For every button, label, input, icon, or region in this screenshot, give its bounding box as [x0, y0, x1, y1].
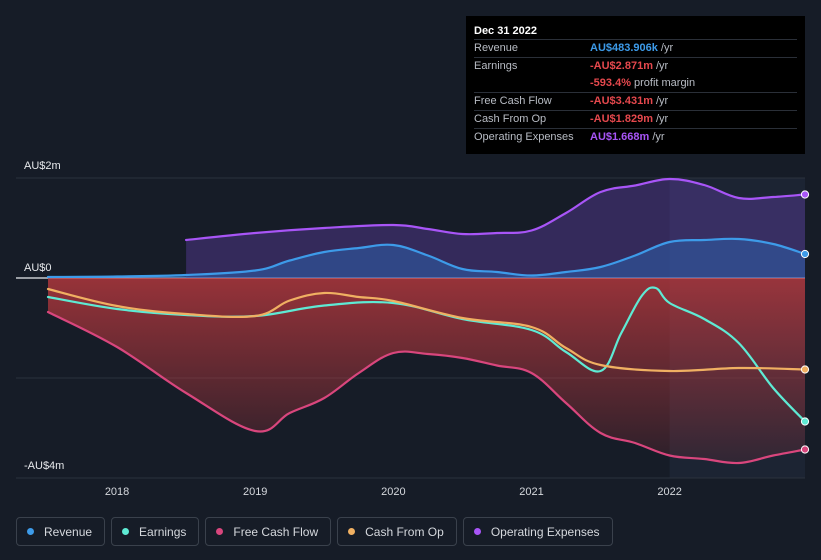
- revenue-end-marker: [800, 249, 810, 259]
- x-tick-label: 2018: [105, 486, 129, 498]
- legend-item-cash-from-op[interactable]: Cash From Op: [337, 517, 457, 546]
- negative-area: [48, 278, 805, 464]
- legend-label: Operating Expenses: [490, 524, 600, 539]
- free-cash-flow-line: [46, 310, 807, 465]
- y-tick-label: -AU$4m: [24, 460, 64, 472]
- tooltip-row-label: Free Cash Flow: [474, 95, 552, 107]
- operating-expenses-line: [185, 177, 807, 242]
- legend-label: Earnings: [139, 524, 187, 539]
- tooltip-row-unit: /yr: [652, 131, 665, 143]
- tooltip-row-label: Revenue: [474, 42, 519, 54]
- x-tick-label: 2022: [657, 486, 681, 498]
- tooltip-row: Earnings -AU$2.871m/yr: [474, 57, 797, 75]
- revenue-line: [46, 237, 807, 279]
- tooltip-row-unit: /yr: [655, 95, 669, 107]
- tooltip-date: Dec 31 2022: [474, 25, 537, 37]
- tooltip-row-label: Cash From Op: [474, 113, 547, 125]
- y-tick-label: AU$0: [24, 262, 52, 274]
- tooltip-row: -593.4% profit margin: [474, 75, 797, 92]
- legend-label: Free Cash Flow: [233, 524, 319, 539]
- tooltip-row-value: -AU$2.871m: [590, 60, 653, 72]
- legend-label: Cash From Op: [365, 524, 444, 539]
- tooltip-row-unit: /yr: [655, 60, 669, 72]
- y-tick-label: AU$2m: [24, 160, 61, 172]
- tooltip-row-value: AU$483.906k: [590, 42, 658, 54]
- tooltip-row-value: -AU$1.829m: [590, 113, 653, 125]
- tooltip-row-unit: /yr: [660, 42, 674, 54]
- tooltip-row-value: -AU$3.431m: [590, 95, 653, 107]
- legend-dot-icon: [473, 528, 481, 535]
- tooltip-row: Free Cash Flow -AU$3.431m/yr: [474, 92, 797, 110]
- x-tick-label: 2021: [519, 486, 543, 498]
- tooltip-row: Revenue AU$483.906k/yr: [474, 39, 797, 57]
- x-tick-label: 2020: [381, 486, 405, 498]
- tooltip-row-label: Operating Expenses: [474, 131, 574, 143]
- legend-item-free-cash-flow[interactable]: Free Cash Flow: [205, 517, 332, 546]
- earnings-end-marker: [800, 417, 810, 426]
- legend: Revenue Earnings Free Cash Flow Cash From O…: [16, 517, 619, 546]
- legend-label: Revenue: [44, 524, 93, 539]
- tooltip-row-label: [474, 75, 590, 92]
- tooltip-row-label: Earnings: [474, 60, 518, 72]
- revenue-area: [48, 238, 805, 278]
- legend-dot-icon: [27, 528, 34, 535]
- operating-expenses-end-marker: [800, 190, 810, 199]
- tooltip-row-value: -593.4%: [590, 77, 631, 89]
- legend-item-operating-expenses[interactable]: Operating Expenses: [462, 517, 613, 546]
- free-cash-flow-end-marker: [800, 445, 810, 454]
- tooltip-panel: Dec 31 2022 Revenue AU$483.906k/yr Earning…: [466, 16, 805, 154]
- tooltip-row-value: AU$1.668m: [590, 131, 650, 143]
- legend-dot-icon: [122, 528, 130, 535]
- cash-from-op-end-marker: [800, 365, 810, 374]
- legend-dot-icon: [216, 528, 224, 535]
- tooltip-row-unit: profit margin: [633, 77, 696, 89]
- legend-item-earnings[interactable]: Earnings: [111, 517, 200, 546]
- tooltip-row-unit: /yr: [655, 113, 669, 125]
- tooltip-row: Cash From Op -AU$1.829m/yr: [474, 110, 797, 128]
- tooltip-row: Operating Expenses AU$1.668m/yr: [474, 128, 797, 146]
- cash-from-op-line: [46, 287, 807, 373]
- x-tick-label: 2019: [243, 486, 267, 498]
- legend-dot-icon: [348, 528, 356, 535]
- legend-item-revenue[interactable]: Revenue: [16, 517, 106, 546]
